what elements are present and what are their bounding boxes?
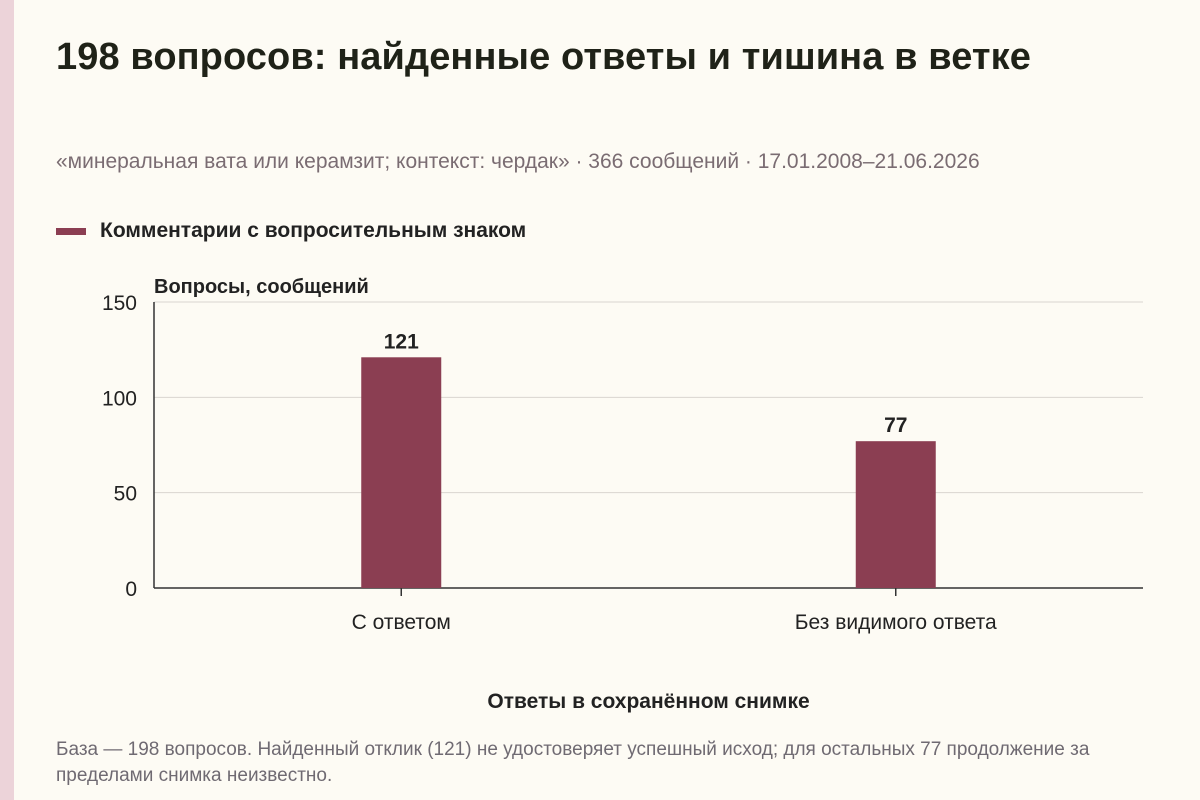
y-tick-label: 50 <box>114 483 137 506</box>
y-tick-label: 100 <box>102 387 137 410</box>
accent-strip <box>0 0 14 800</box>
chart-caption: База — 198 вопросов. Найденный отклик (1… <box>56 739 1090 786</box>
bar-2 <box>855 441 936 588</box>
x-tick-label: Без видимого ответа <box>795 611 997 634</box>
chart-title: 198 вопросов: найденные ответы и тишина … <box>56 36 1031 78</box>
data-label: 121 <box>384 330 419 353</box>
legend: Комментарии с вопросительным знаком <box>56 219 526 243</box>
x-axis-label: Ответы в сохранённом снимке <box>487 690 809 713</box>
y-tick-label: 0 <box>125 578 137 601</box>
data-label: 77 <box>884 414 907 437</box>
legend-label: Комментарии с вопросительным знаком <box>100 219 527 242</box>
y-tick-label: 150 <box>102 292 137 315</box>
x-tick-label: С ответом <box>352 611 451 634</box>
bar-1 <box>361 357 442 588</box>
chart-subtitle: «минеральная вата или керамзит; контекст… <box>56 150 980 173</box>
legend-swatch <box>56 227 86 235</box>
y-axis-label: Вопросы, сообщений <box>154 276 369 298</box>
